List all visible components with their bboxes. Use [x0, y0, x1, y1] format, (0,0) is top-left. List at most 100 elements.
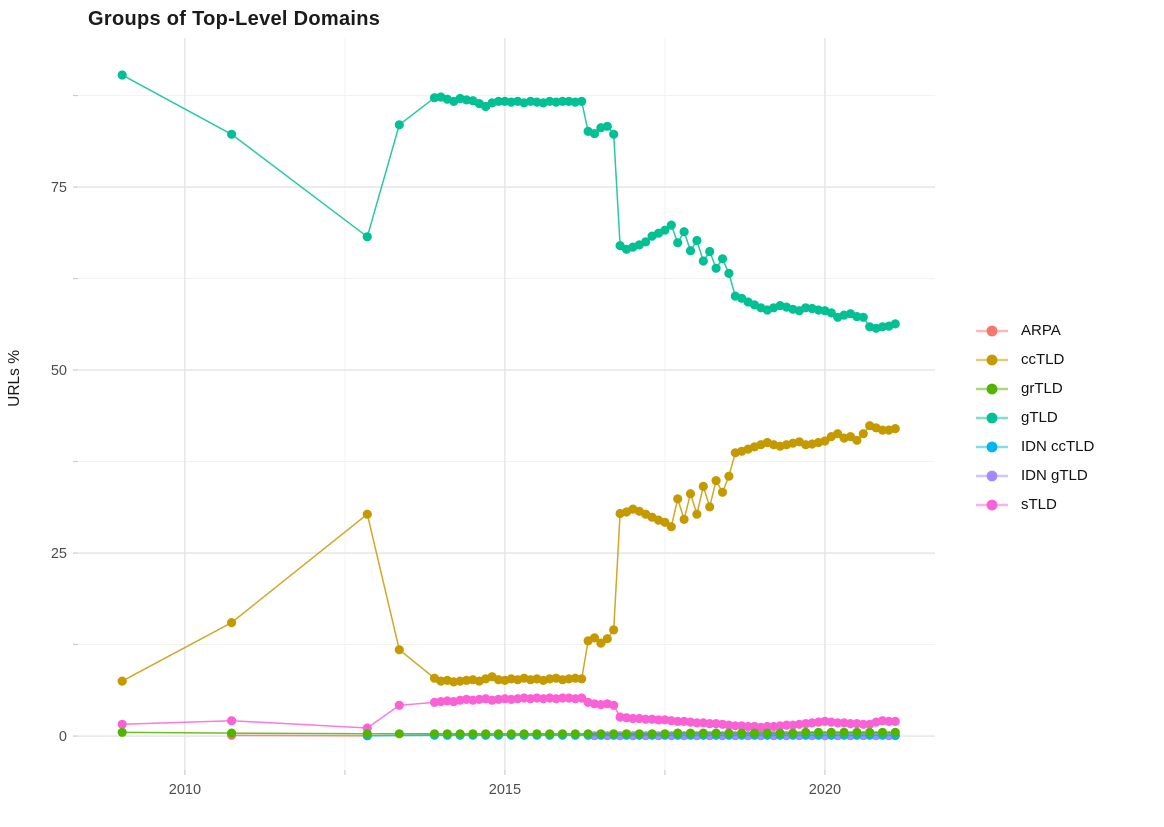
data-point	[775, 728, 785, 738]
data-point	[877, 727, 888, 738]
legend-key-icon	[976, 441, 1008, 452]
legend-item-IDN-ccTLD: IDN ccTLD	[975, 438, 1094, 455]
series-gTLD	[117, 70, 900, 333]
legend: ARPA ccTLD grTLD gTLD IDN ccTLD IDN gTLD sTLD	[975, 322, 1094, 513]
data-point	[117, 70, 127, 80]
axis-ticks	[73, 94, 826, 775]
data-point	[724, 471, 734, 481]
data-point	[117, 719, 127, 729]
data-point	[117, 727, 127, 738]
data-point	[884, 716, 894, 727]
data-point	[589, 129, 600, 139]
data-point	[845, 719, 856, 729]
data-point	[826, 308, 836, 318]
data-point	[570, 729, 580, 739]
legend-key-icon	[976, 383, 1008, 394]
data-point	[506, 729, 516, 739]
data-point	[762, 728, 772, 738]
data-point	[692, 235, 702, 246]
data-point	[730, 721, 740, 731]
legend-label: sTLD	[1021, 496, 1057, 513]
data-point	[692, 509, 702, 519]
data-point	[577, 674, 587, 684]
legend-item-sTLD: sTLD	[975, 496, 1094, 513]
data-point	[813, 727, 824, 738]
data-point	[705, 246, 715, 257]
data-point	[685, 246, 696, 256]
data-point	[602, 634, 612, 644]
data-point	[724, 728, 734, 738]
data-point	[557, 729, 568, 739]
data-point	[653, 715, 664, 725]
data-point	[481, 729, 491, 739]
series-ccTLD	[117, 421, 900, 687]
data-point	[647, 729, 657, 739]
data-point	[685, 728, 696, 738]
data-point	[724, 268, 734, 278]
data-point	[493, 729, 504, 739]
data-point	[362, 509, 372, 519]
data-point	[609, 625, 619, 635]
data-point	[609, 129, 619, 139]
major-gridlines	[78, 38, 935, 770]
legend-label: IDN ccTLD	[1021, 438, 1095, 455]
y-tick-label: 75	[51, 180, 67, 196]
data-point	[596, 638, 606, 648]
legend-item-grTLD: grTLD	[975, 380, 1094, 397]
data-point	[852, 435, 862, 445]
data-point	[394, 120, 404, 130]
data-point	[698, 728, 708, 738]
legend-key-icon	[976, 325, 1008, 336]
data-point	[877, 425, 888, 435]
data-point	[673, 494, 683, 504]
series-sTLD	[117, 693, 900, 733]
data-point	[468, 729, 478, 739]
data-point	[833, 429, 843, 439]
data-point	[227, 618, 237, 628]
data-point	[737, 728, 747, 738]
data-point	[519, 729, 529, 739]
data-point	[705, 719, 715, 729]
data-point	[801, 727, 811, 738]
data-point	[692, 718, 702, 728]
data-point	[557, 96, 568, 106]
data-point	[890, 319, 900, 329]
data-point	[117, 676, 127, 686]
series-ARPA	[227, 730, 372, 741]
data-point	[577, 96, 587, 106]
minor-gridlines	[78, 38, 935, 770]
data-point	[596, 729, 606, 739]
legend-item-ccTLD: ccTLD	[975, 351, 1094, 368]
data-point	[673, 238, 683, 248]
data-point	[557, 693, 568, 703]
data-point	[711, 263, 721, 273]
data-point	[858, 429, 868, 439]
legend-key-icon	[976, 412, 1008, 423]
data-point	[583, 729, 593, 739]
legend-key-icon	[976, 354, 1008, 365]
data-point	[621, 729, 632, 739]
legend-label: grTLD	[1021, 380, 1063, 397]
data-point	[442, 729, 452, 739]
data-point	[394, 700, 404, 710]
data-point	[362, 232, 372, 242]
data-point	[660, 517, 670, 527]
data-point	[820, 436, 830, 446]
data-point	[641, 237, 651, 247]
data-point	[705, 502, 715, 512]
data-point	[826, 727, 836, 738]
legend-key-icon	[976, 499, 1008, 510]
y-tick-label: 0	[59, 729, 67, 745]
data-point	[858, 719, 868, 729]
data-point	[698, 481, 708, 491]
data-point	[666, 220, 676, 230]
data-point	[589, 633, 600, 643]
data-point	[711, 728, 721, 738]
data-point	[749, 728, 760, 738]
data-point	[532, 729, 542, 739]
data-point	[833, 718, 843, 728]
data-point	[852, 727, 862, 738]
data-point	[890, 727, 900, 738]
data-point	[394, 645, 404, 655]
